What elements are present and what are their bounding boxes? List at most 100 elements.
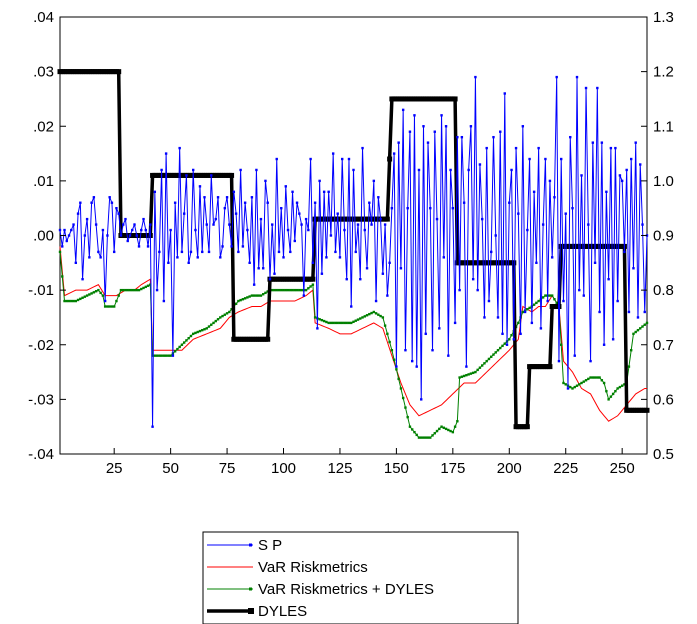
data-point [345,278,348,281]
x-axis-tick-label: 250 [610,460,635,477]
data-point [341,321,344,325]
data-point [616,387,619,390]
data-point [334,321,337,325]
data-point [201,250,204,254]
data-point [72,299,75,303]
data-point [411,359,414,363]
x-axis-tick-label: 75 [219,460,236,477]
data-point [623,250,626,254]
data-point [641,325,644,328]
data-point [185,339,188,342]
data-point [528,157,531,161]
data-point [128,234,132,237]
data-point [210,323,213,326]
data-point [496,349,500,352]
data-point [119,288,123,292]
data-point [246,228,249,232]
data-point [593,261,597,265]
data-point [417,436,421,439]
data-point [234,212,238,215]
data-point [124,288,127,292]
data-point [596,376,599,379]
data-point [524,424,530,430]
data-point [645,321,649,325]
data-point [81,278,84,281]
data-point [451,206,455,210]
data-point [142,217,145,221]
data-point [573,354,576,357]
data-point [490,355,493,358]
data-point [602,343,606,346]
data-point [313,316,317,319]
data-point [625,168,628,172]
data-point [629,349,633,352]
data-point [320,318,324,322]
data-point [327,190,330,193]
data-point [618,385,622,389]
data-point [397,377,400,381]
data-point [555,75,558,79]
data-point [124,217,127,221]
data-point [442,426,446,429]
data-point [591,376,595,379]
data-point [399,267,403,270]
data-point [259,217,263,221]
data-point [79,297,82,301]
data-point [116,69,122,75]
data-point [241,298,245,301]
data-point [146,284,150,287]
data-point [632,332,635,336]
data-point [214,217,217,221]
data-point [384,216,390,222]
data-point [212,321,215,325]
data-point [397,141,400,144]
data-point [422,125,425,128]
data-point [627,365,631,368]
data-point [611,338,615,341]
data-point [223,313,227,316]
data-point [334,250,337,254]
legend-marker [249,543,252,547]
data-point [444,427,448,431]
legend-item: DYLES [207,603,307,620]
data-point [198,329,202,333]
legend-item: S P [207,537,282,554]
data-point [205,223,208,226]
data-point [560,343,563,346]
data-point [307,287,310,290]
data-point [387,156,393,162]
data-point [359,317,362,320]
data-point [225,196,229,199]
data-point [88,256,91,259]
data-point [535,261,538,265]
data-point [589,376,592,379]
data-point [280,206,283,210]
data-point [629,157,633,161]
data-point [85,294,89,297]
data-point [566,387,570,390]
data-point [300,288,303,292]
data-point [158,354,161,357]
data-point [605,389,608,393]
data-point [322,190,326,193]
data-point [605,190,608,193]
data-point [580,381,583,385]
data-point [381,316,385,319]
data-point [449,429,452,433]
data-point [390,206,394,210]
data-point [216,196,220,199]
data-point [431,434,434,437]
data-point [541,223,545,226]
data-point [151,425,154,428]
data-point [67,299,71,303]
data-point [431,349,434,352]
data-point [354,250,357,254]
data-point [261,293,265,296]
data-point [322,319,326,323]
data-point [508,201,511,204]
data-point [547,364,553,370]
data-point [420,398,423,401]
data-point [331,321,335,325]
series-line [60,69,647,429]
series-layer [57,69,650,439]
